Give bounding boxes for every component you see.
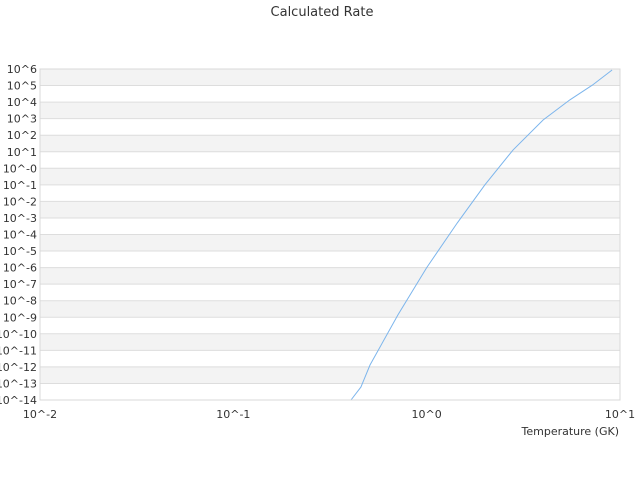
y-tick-label: 10^5 [7,80,37,93]
y-tick-label: 10^-13 [0,377,37,390]
x-axis-ticks: 10^-2 10^-1 10^0 10^1 [23,408,635,421]
grid-band [40,102,620,119]
y-tick-label: 10^1 [7,146,37,159]
y-tick-label: 10^-6 [3,262,37,275]
grid-band [40,168,620,185]
grid-band [40,69,620,86]
y-tick-label: 10^-10 [0,328,37,341]
grid-band [40,184,620,202]
x-axis-label: Temperature (GK) [521,425,620,438]
grid-band [40,217,620,235]
plot-border [39,68,621,401]
grid-band [40,135,620,152]
y-tick-label: 10^-8 [3,295,37,308]
series-line [350,69,613,401]
y-tick-label: 10^-7 [3,278,37,291]
y-axis-ticks: 10^6 10^5 10^4 10^3 10^2 10^1 10^-0 10^-1 10^-2 1… [0,63,37,407]
y-tick-label: 10^-11 [0,344,37,357]
grid-bands [40,68,620,401]
grid-band [40,317,620,334]
y-tick-label: 10^6 [7,63,37,76]
series-layer [350,69,613,401]
grid-band [40,201,620,218]
grid-band [40,85,620,103]
x-tick-label: 10^-1 [216,408,250,421]
y-tick-label: 10^2 [7,129,37,142]
y-tick-label: 10^-2 [3,195,37,208]
y-tick-label: 10^-0 [3,162,37,175]
y-tick-label: 10^3 [7,113,37,126]
grid-band [40,350,620,367]
y-tick-label: 10^-5 [3,245,37,258]
y-tick-label: 10^-1 [3,179,37,192]
grid-band [40,383,620,400]
grid-band [40,267,620,285]
grid-band [40,300,620,318]
grid-band [40,366,620,384]
grid-band [40,234,620,252]
chart-title: Calculated Rate [271,5,374,20]
grid-band [40,118,620,136]
grid-band [40,333,620,351]
y-tick-label: 10^4 [7,96,37,109]
grid-band [40,151,620,169]
grid-band [40,284,620,301]
y-tick-label: 10^-3 [3,212,37,225]
x-tick-label: 10^0 [412,408,442,421]
grid-band [40,251,620,268]
y-tick-label: 10^-12 [0,361,37,374]
x-tick-label: 10^1 [605,408,635,421]
y-tick-label: 10^-9 [3,311,37,324]
y-tick-label: 10^-14 [0,394,37,407]
x-tick-label: 10^-2 [23,408,57,421]
y-tick-label: 10^-4 [3,229,37,242]
